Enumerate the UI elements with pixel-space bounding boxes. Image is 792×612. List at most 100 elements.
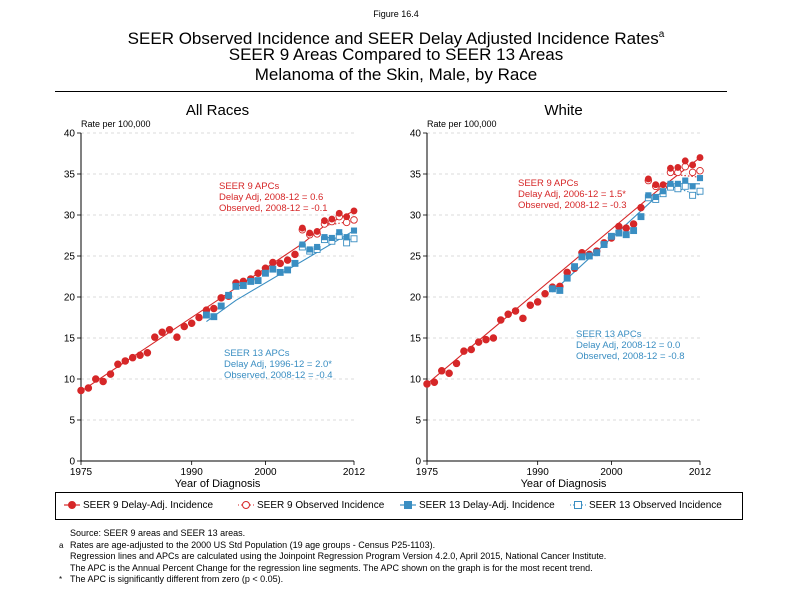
y-tick-label: 30 xyxy=(64,211,76,222)
data-point xyxy=(593,249,600,256)
data-point xyxy=(497,316,505,324)
data-point xyxy=(180,323,188,330)
data-point xyxy=(564,275,571,282)
data-point xyxy=(674,163,682,171)
data-point xyxy=(143,349,151,357)
data-point xyxy=(615,229,622,237)
y-tick-label: 35 xyxy=(64,170,76,181)
data-point xyxy=(622,224,630,232)
data-point xyxy=(77,387,85,394)
data-point xyxy=(460,347,468,355)
data-point xyxy=(232,283,239,290)
y-tick-label: 20 xyxy=(410,293,422,304)
x-axis-label: Year of Diagnosis xyxy=(175,478,261,490)
data-point xyxy=(689,191,697,199)
y-tick-label: 0 xyxy=(415,457,421,468)
x-tick-label: 2012 xyxy=(343,467,366,478)
footnotes: Source: SEER 9 areas and SEER 13 areas. … xyxy=(59,528,779,586)
data-point xyxy=(284,266,291,273)
data-point xyxy=(526,301,534,309)
y-tick-label: 35 xyxy=(410,170,422,181)
data-point xyxy=(328,234,335,242)
data-point xyxy=(121,357,129,365)
data-point xyxy=(158,328,166,336)
data-point xyxy=(299,241,306,248)
data-point xyxy=(667,180,674,187)
data-point xyxy=(696,166,704,175)
data-point xyxy=(328,215,336,223)
y-tick-label: 5 xyxy=(415,416,421,427)
data-point xyxy=(350,235,358,243)
apc-annotation: SEER 9 APCs xyxy=(518,178,578,189)
data-point xyxy=(475,338,483,346)
y-tick-label: 40 xyxy=(410,129,422,140)
data-point xyxy=(637,213,645,220)
data-point xyxy=(423,380,431,388)
apc-annotation: Observed, 2008-12 = -0.8 xyxy=(576,351,685,362)
legend-item-seer13-observed: SEER 13 Observed Incidence xyxy=(570,500,722,511)
data-point xyxy=(321,234,328,241)
data-point xyxy=(615,223,623,230)
data-point xyxy=(99,378,107,385)
data-point xyxy=(630,220,638,228)
data-point xyxy=(314,243,321,251)
data-point xyxy=(335,209,343,217)
y-tick-label: 15 xyxy=(64,334,76,345)
y-tick-label: 40 xyxy=(64,129,76,140)
footnote-source: Source: SEER 9 areas and SEER 13 areas. xyxy=(70,528,246,538)
y-tick-label: 30 xyxy=(410,211,422,222)
data-point xyxy=(549,285,556,292)
y-tick-label: 0 xyxy=(69,457,75,468)
seer9-observed-marker-icon xyxy=(238,501,254,510)
data-point xyxy=(681,157,689,165)
figure-panels: 0 5 10 15 20 25 30 35 40 1975 1990 2000 2012 All Race… xyxy=(64,102,712,490)
legend-label: SEER 9 Observed Incidence xyxy=(257,500,385,511)
data-point xyxy=(218,302,225,310)
data-point xyxy=(681,182,689,190)
data-point xyxy=(188,319,196,327)
data-point xyxy=(225,292,232,299)
data-point xyxy=(166,326,173,334)
data-point xyxy=(467,346,475,353)
data-point xyxy=(298,224,306,232)
data-point xyxy=(534,298,542,306)
data-point xyxy=(151,333,159,341)
data-point xyxy=(601,241,608,248)
y-tick-label: 10 xyxy=(410,375,422,386)
y-tick-label: 15 xyxy=(410,334,422,345)
legend-label: SEER 13 Delay-Adj. Incidence xyxy=(419,500,555,511)
footnote-star-text: The APC is significantly different from … xyxy=(70,574,284,584)
panel-title: White xyxy=(544,102,582,119)
data-point xyxy=(519,314,527,322)
y-axis-label: Rate per 100,000 xyxy=(427,119,497,129)
data-point xyxy=(637,204,645,212)
data-point xyxy=(660,188,667,195)
chart-panel-2: 0 5 10 15 20 25 30 35 40 1975 1990 2000 2012 White Rat… xyxy=(410,102,712,490)
x-tick-label: 1990 xyxy=(527,467,550,478)
data-point xyxy=(277,269,284,276)
legend-item-seer9-observed: SEER 9 Observed Incidence xyxy=(238,500,384,511)
data-point xyxy=(291,260,299,267)
data-point xyxy=(343,213,351,221)
data-point xyxy=(313,227,321,235)
data-point xyxy=(350,207,358,215)
data-point xyxy=(556,287,563,294)
legend: SEER 9 Delay-Adj. Incidence SEER 9 Obser… xyxy=(55,492,743,520)
data-point xyxy=(350,227,358,234)
data-point xyxy=(689,183,696,190)
y-tick-label: 10 xyxy=(64,375,76,386)
apc-annotation: Observed, 2008-12 = -0.4 xyxy=(224,370,333,381)
legend-item-seer13-delay: SEER 13 Delay-Adj. Incidence xyxy=(400,500,555,511)
data-point xyxy=(129,354,137,362)
data-point xyxy=(306,246,313,253)
apc-annotation: SEER 13 APCs xyxy=(224,348,290,359)
panel-title: All Races xyxy=(186,102,249,119)
apc-annotation: Observed, 2008-12 = -0.3 xyxy=(518,200,627,211)
legend-label: SEER 9 Delay-Adj. Incidence xyxy=(83,500,214,511)
data-point xyxy=(512,307,519,315)
data-point xyxy=(688,168,697,177)
chart-title: SEER Observed Incidence and SEER Delay A… xyxy=(0,25,792,49)
data-point xyxy=(92,375,100,383)
title-footnote-marker: a xyxy=(658,29,665,40)
data-point xyxy=(291,250,299,258)
